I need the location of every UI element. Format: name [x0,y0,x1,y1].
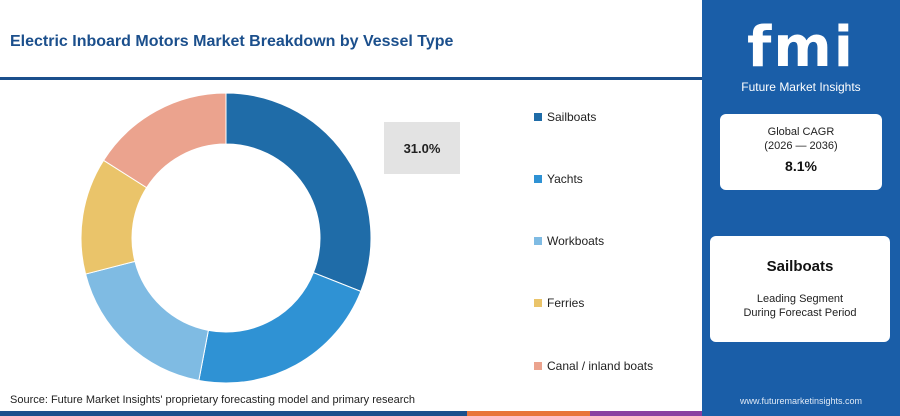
accent-bar-segment [467,411,590,416]
website-link[interactable]: www.futuremarketinsights.com [739,396,863,406]
legend-swatch [534,175,542,183]
cagr-period: (2026 — 2036) [764,140,838,152]
donut-chart [80,92,372,384]
legend-label: Yachts [547,172,583,186]
legend-swatch [534,237,542,245]
donut-slice-sailboats [225,92,372,293]
leading-segment-card: Sailboats Leading Segment During Forecas… [710,236,890,342]
legend-item: Ferries [534,296,584,310]
legend-label: Canal / inland boats [547,359,654,373]
title-divider [0,77,702,80]
cagr-label: Global CAGR [767,126,835,138]
legend-item: Workboats [534,234,604,248]
leading-segment-label: Leading Segment [756,293,844,305]
legend-item: Yachts [534,172,583,186]
donut-slice-canal-inland-boats [102,92,227,189]
legend-item: Sailboats [534,110,596,124]
legend-label: Workboats [547,234,605,248]
legend-swatch [534,299,542,307]
chart-panel: Electric Inboard Motors Market Breakdown… [0,33,702,416]
legend-label: Sailboats [547,110,597,124]
logo-subtitle: Future Market Insights [741,80,861,94]
legend-item: Canal / inland boats [534,359,653,373]
highlight-value-callout: 31.0% [384,122,460,174]
donut-slice-yachts [198,271,362,384]
legend-swatch [534,113,542,121]
sidebar: fmi Future Market Insights Global CAGR (… [702,0,900,416]
fmi-logo: fmi Future Market Insights [702,0,900,100]
forecast-period-label: During Forecast Period [743,307,857,319]
legend-label: Ferries [547,296,585,310]
leading-segment-name: Sailboats [766,258,834,275]
logo-letters: fmi [747,15,855,80]
chart-title: Electric Inboard Motors Market Breakdown… [10,33,454,50]
accent-bar-segment [590,411,702,416]
donut-slice-workboats [84,260,209,382]
cagr-card: Global CAGR (2026 — 2036) 8.1% [720,114,882,190]
bottom-accent-bar [0,411,702,416]
source-note: Source: Future Market Insights' propriet… [10,394,415,406]
cagr-value: 8.1% [785,158,817,174]
legend-swatch [534,362,542,370]
accent-bar-segment [0,411,467,416]
